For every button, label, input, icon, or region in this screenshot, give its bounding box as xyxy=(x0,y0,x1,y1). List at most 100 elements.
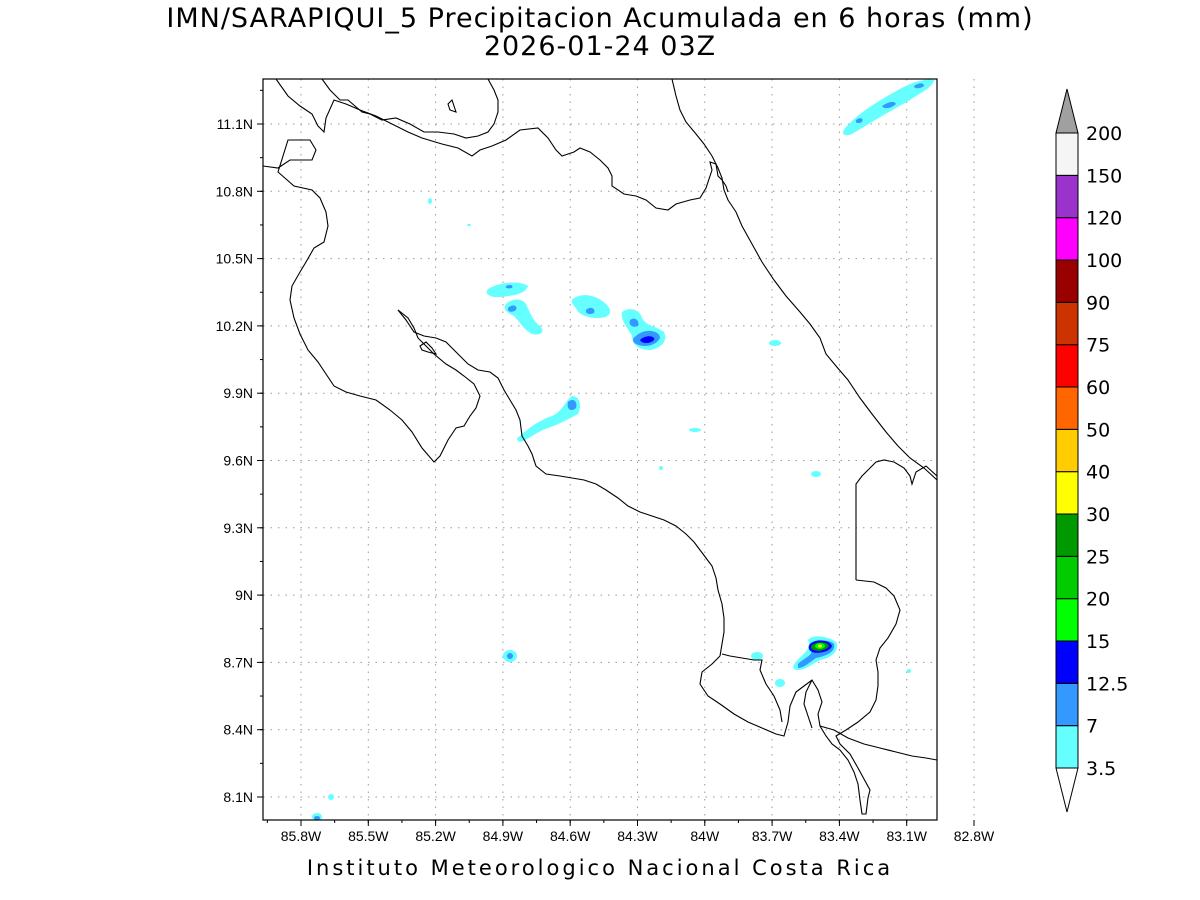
coastline-gulf-nicoya xyxy=(397,309,725,657)
colorbar-level-label: 75 xyxy=(1086,335,1110,357)
precip-area-ne-core2 xyxy=(914,83,924,89)
lat-tick-label: 8.7N xyxy=(223,654,253,670)
coastline-dulce xyxy=(721,653,783,723)
precip-spot-1 xyxy=(428,198,432,204)
colorbar-swatch xyxy=(1055,428,1079,473)
coastline-caribbean xyxy=(671,79,937,481)
colorbar-swatch xyxy=(1055,344,1079,388)
lon-tick-label: 85.2W xyxy=(415,828,456,844)
precip-spot-5 xyxy=(659,466,663,470)
precip-spot-8 xyxy=(751,652,763,660)
colorbar-under-arrow xyxy=(1055,767,1079,813)
precip-area-central-2-core xyxy=(507,305,517,312)
colorbar-swatch xyxy=(1055,682,1079,727)
colorbar-level-label: 15 xyxy=(1086,631,1110,653)
colorbar-level-label: 120 xyxy=(1086,208,1122,230)
colorbar-swatch xyxy=(1055,259,1079,303)
colorbar-level-label: 200 xyxy=(1086,123,1122,145)
border-panama xyxy=(855,459,937,580)
precip-spot-6 xyxy=(811,471,821,477)
colorbar-level-label: 90 xyxy=(1086,292,1110,314)
lon-tick-label: 85.5W xyxy=(348,828,389,844)
precip-area-ne-core xyxy=(882,101,896,109)
lat-tick-label: 11.1N xyxy=(217,116,253,132)
lon-tick-label: 84.3W xyxy=(617,828,658,844)
lat-tick-label: 10.2N xyxy=(216,318,253,334)
lon-tick-label: 84W xyxy=(690,828,720,844)
colorbar-swatch xyxy=(1055,132,1079,176)
precipitation-areas xyxy=(312,79,934,820)
colorbar-level-label: 50 xyxy=(1086,419,1110,441)
colorbar-level-label: 7 xyxy=(1086,716,1098,738)
axis-labels: 85.8W 85.5W 85.2W 84.9W 84.6W 84.3W 84W 83.7W 83… xyxy=(216,116,995,844)
lon-tick-label: 83.7W xyxy=(752,828,793,844)
colorbar-swatch xyxy=(1055,555,1079,600)
coastline-nicoya-isle xyxy=(419,341,438,355)
colorbar-level-label: 3.5 xyxy=(1086,758,1116,780)
precip-area-central-3 xyxy=(571,295,611,318)
coastline-pacific-west xyxy=(263,139,481,463)
colorbar-level-label: 25 xyxy=(1086,546,1110,568)
colorbar-level-label: 20 xyxy=(1086,589,1110,611)
colorbar-level-label: 60 xyxy=(1086,377,1110,399)
precip-area-central-4-core xyxy=(640,336,655,343)
lat-tick-label: 9N xyxy=(235,587,253,603)
precip-area-ne-core3 xyxy=(855,118,863,124)
map-gridlines xyxy=(257,79,975,826)
colorbar-swatch xyxy=(1055,471,1079,515)
precip-area-central-2 xyxy=(504,299,543,335)
lat-tick-label: 9.3N xyxy=(223,520,253,536)
precip-area-central-1 xyxy=(486,282,528,298)
precip-spot-10 xyxy=(907,669,911,673)
lat-tick-label: 8.4N xyxy=(223,722,253,738)
lon-tick-label: 83.4W xyxy=(819,828,860,844)
precip-area-central-3-core xyxy=(585,307,595,314)
colorbar-over-arrow xyxy=(1055,88,1079,134)
colorbar-level-label: 12.5 xyxy=(1086,673,1128,695)
colorbar-swatch xyxy=(1055,513,1079,557)
lon-tick-label: 82.8W xyxy=(954,828,995,844)
lon-tick-label: 85.8W xyxy=(281,828,322,844)
coastline-upper-river xyxy=(321,79,499,139)
precip-area-central-5-core xyxy=(567,400,577,410)
map-frame xyxy=(262,78,938,821)
precip-spot-3 xyxy=(769,340,781,346)
precip-area-southeast-center xyxy=(818,644,822,648)
coastline xyxy=(263,79,937,815)
colorbar-swatch xyxy=(1055,386,1079,430)
precip-area-central-1-core xyxy=(505,284,513,289)
coastline-tip xyxy=(803,679,813,729)
lat-tick-label: 9.9N xyxy=(223,385,253,401)
precip-spot-2 xyxy=(467,224,471,226)
colorbar-swatch xyxy=(1055,174,1079,219)
lon-tick-label: 84.9W xyxy=(483,828,524,844)
precip-spot-11 xyxy=(328,794,334,800)
precip-spot-12-core xyxy=(314,816,320,820)
colorbar-level-label: 100 xyxy=(1086,250,1122,272)
precip-area-central-5 xyxy=(517,396,580,442)
precip-spot-9 xyxy=(775,679,785,687)
colorbar: 3.5 7 12.5 15 20 25 30 40 50 60 75 90 100 120 150 200 xyxy=(1055,88,1128,813)
coastline-south xyxy=(819,725,937,761)
map-title: IMN/SARAPIQUI_5 Precipitacion Acumulada … xyxy=(166,3,1034,34)
colorbar-swatch xyxy=(1055,598,1079,642)
lat-tick-label: 10.8N xyxy=(216,183,253,199)
lon-tick-label: 84.6W xyxy=(550,828,591,844)
precip-spot-4 xyxy=(689,428,701,432)
lat-tick-label: 8.1N xyxy=(223,789,253,805)
colorbar-level-label: 40 xyxy=(1086,462,1110,484)
coastline-osa xyxy=(699,579,901,815)
colorbar-swatch xyxy=(1055,725,1079,769)
colorbar-swatch xyxy=(1055,217,1079,261)
coastline-north-nicaragua xyxy=(275,79,729,211)
lat-tick-label: 10.5N xyxy=(216,251,253,267)
colorbar-level-label: 30 xyxy=(1086,504,1110,526)
lat-tick-label: 9.6N xyxy=(223,453,253,469)
colorbar-swatch xyxy=(1055,640,1079,684)
colorbar-swatch xyxy=(1055,301,1079,346)
footer-credit: Instituto Meteorologico Nacional Costa R… xyxy=(306,856,894,880)
colorbar-level-label: 150 xyxy=(1086,165,1122,187)
lon-tick-label: 83.1W xyxy=(886,828,927,844)
precip-spot-7-core xyxy=(507,653,513,659)
